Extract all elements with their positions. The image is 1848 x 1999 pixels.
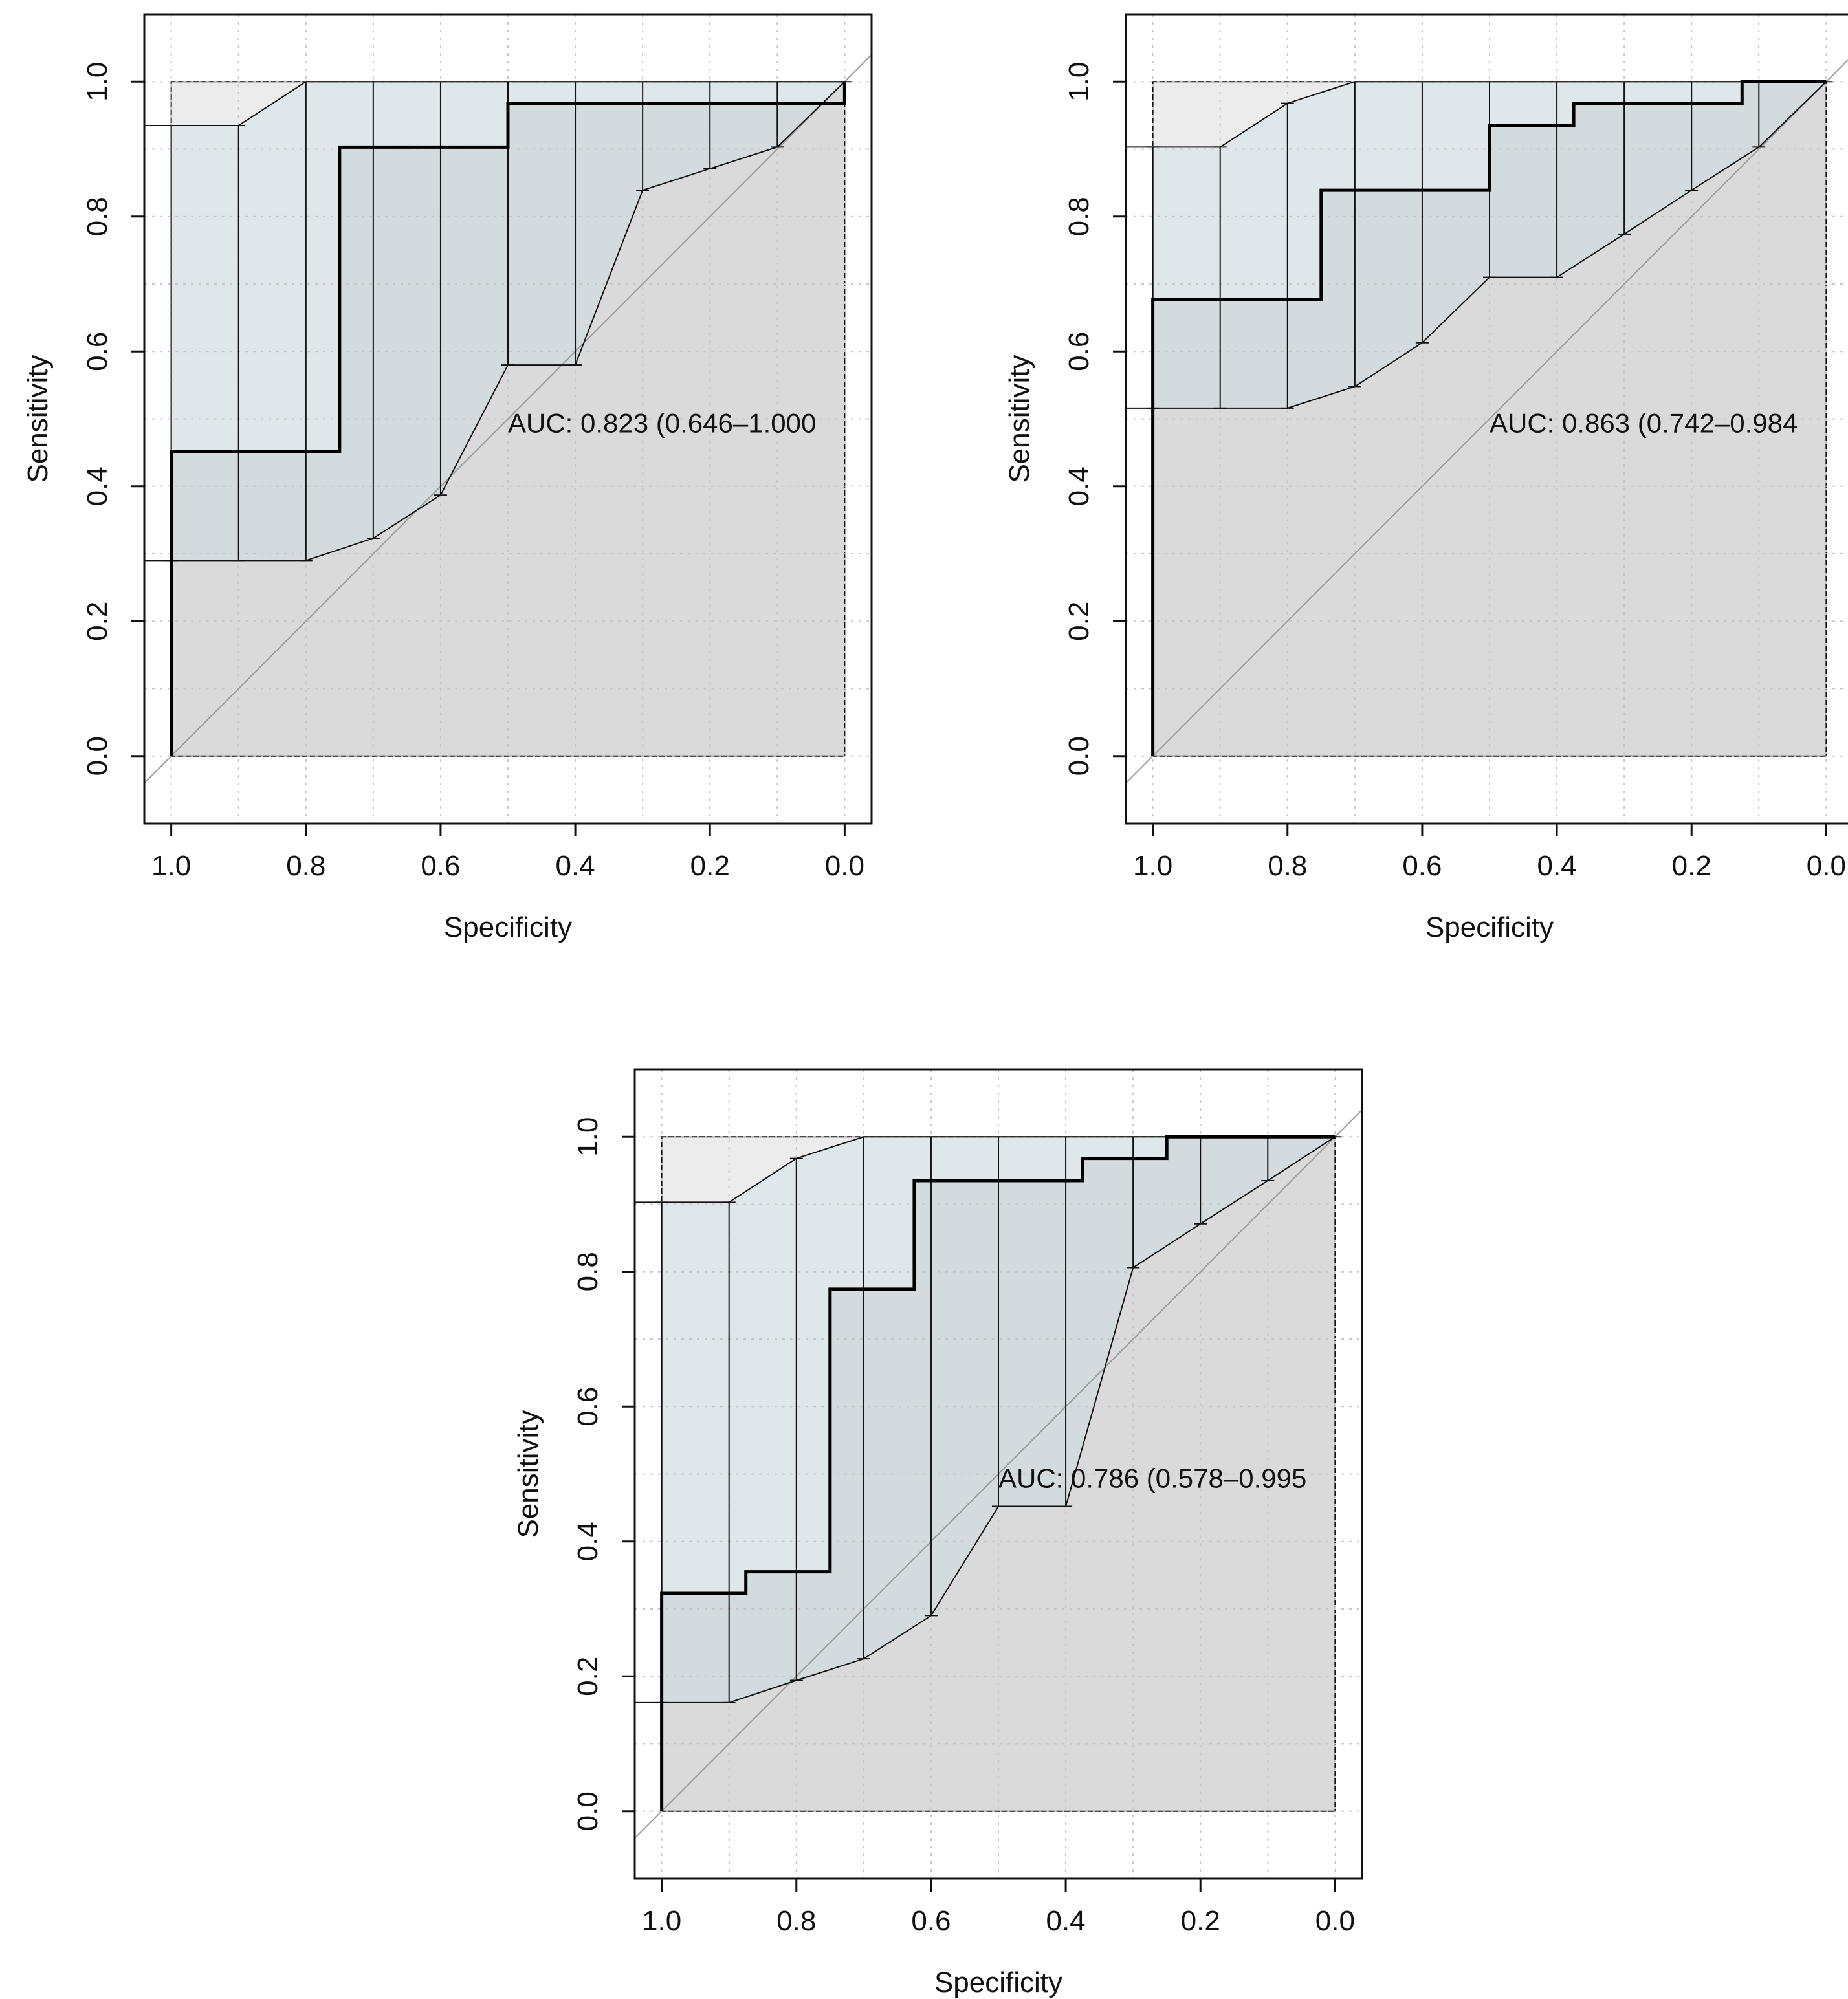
y-tick-label: 0.2 (1063, 602, 1095, 641)
roc-panel-1: AUC: 0.823 (0.646–1.000 1.0 0.8 0.6 0.4 0.2 0.… (22, 13, 873, 943)
x-tick-label: 1.0 (151, 850, 191, 882)
y-axis-title: Sensitivity (22, 355, 54, 483)
y-tick-label: 0.6 (572, 1387, 604, 1426)
ci-lower-line (1126, 81, 1827, 409)
y-tick-label: 0.2 (82, 602, 113, 641)
auc-annotation: AUC: 0.823 (0.646–1.000 (508, 408, 816, 438)
y-tick-label: 0.8 (82, 197, 113, 236)
ci-lower-line (635, 1136, 1336, 1703)
x-axis-title: Specificity (444, 912, 572, 943)
x-tick-label: 0.0 (1807, 850, 1846, 882)
auc-annotation: AUC: 0.786 (0.578–0.995 (998, 1463, 1306, 1493)
plot-area (144, 14, 872, 824)
plot-area (1126, 14, 1848, 824)
y-tick-label: 0.0 (572, 1791, 604, 1831)
y-axis-title: Sensitivity (1004, 355, 1035, 483)
y-tick-label: 0.6 (82, 332, 113, 371)
x-tick-label: 1.0 (1133, 850, 1172, 882)
x-tick-label: 0.6 (911, 1905, 951, 1937)
x-tick-label: 0.4 (1537, 850, 1576, 882)
ci-upper-line (1126, 81, 1827, 148)
roc-curve (170, 82, 846, 756)
ci-lower-line (144, 81, 846, 562)
x-tick-label: 1.0 (642, 1905, 681, 1937)
x-tick-label: 0.4 (555, 850, 595, 882)
y-tick-label: 1.0 (82, 62, 113, 102)
y-tick-label: 1.0 (572, 1117, 604, 1157)
x-tick-label: 0.6 (1402, 850, 1442, 882)
diagonal-reference-line (144, 54, 872, 784)
y-tick-label: 1.0 (1063, 62, 1095, 102)
y-tick-label: 0.6 (1063, 332, 1095, 371)
x-tick-label: 0.2 (690, 850, 730, 882)
y-tick-label: 0.8 (1063, 197, 1095, 236)
plot-area (635, 1069, 1362, 1879)
y-tick-label: 0.0 (1063, 736, 1095, 776)
x-tick-label: 0.8 (776, 1905, 816, 1937)
x-axis-title: Specificity (934, 1967, 1062, 1998)
y-tick-label: 0.4 (82, 466, 113, 506)
y-tick-label: 0.8 (572, 1252, 604, 1291)
x-tick-label: 0.0 (1315, 1905, 1355, 1937)
x-tick-label: 0.2 (1181, 1905, 1220, 1937)
y-axis-title: Sensitivity (512, 1410, 544, 1538)
x-axis-title: Specificity (1425, 912, 1554, 943)
x-tick-label: 0.6 (421, 850, 460, 882)
auc-annotation: AUC: 0.863 (0.742–0.984 (1490, 408, 1798, 438)
x-tick-label: 0.4 (1046, 1905, 1085, 1937)
plot-frame (143, 13, 873, 825)
y-tick-label: 0.2 (572, 1657, 604, 1696)
x-tick-label: 0.8 (286, 850, 325, 882)
ci-upper-line (144, 81, 845, 127)
plot-frame (633, 1068, 1363, 1880)
x-tick-label: 0.8 (1268, 850, 1307, 882)
x-tick-label: 0.0 (825, 850, 864, 882)
roc-panel-2: AUC: 0.863 (0.742–0.984 1.0 0.8 0.6 0.4 0.2 0.… (1004, 13, 1848, 943)
plot-frame (1125, 13, 1848, 825)
y-tick-label: 0.4 (572, 1522, 604, 1561)
roc-curve (1151, 80, 1827, 756)
y-tick-label: 0.0 (82, 736, 113, 776)
diagonal-reference-line (1126, 59, 1848, 784)
roc-panel-3: AUC: 0.786 (0.578–0.995 1.0 0.8 0.6 0.4 0.2 0.… (512, 1068, 1363, 1998)
roc-curve (660, 1135, 1336, 1811)
y-tick-label: 0.4 (1063, 466, 1095, 506)
x-tick-label: 0.2 (1672, 850, 1711, 882)
